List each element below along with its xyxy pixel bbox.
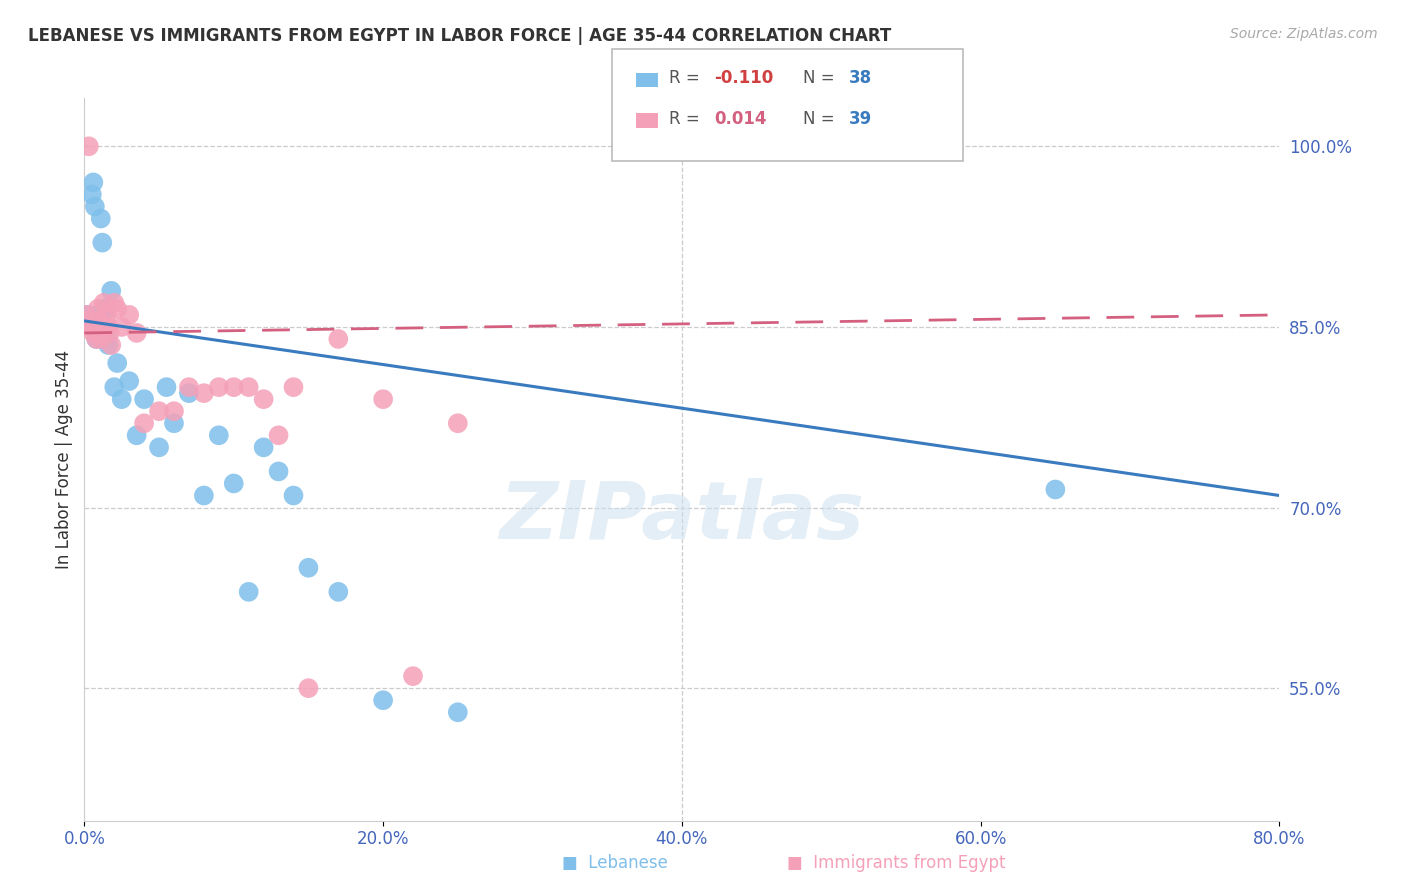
Point	[94, 320, 117, 334]
Point	[163, 404, 186, 418]
Point	[100, 284, 122, 298]
Point	[118, 374, 141, 388]
Point	[77, 139, 100, 153]
Point	[163, 416, 186, 430]
Point	[208, 380, 231, 394]
Point	[193, 489, 215, 503]
Point	[82, 175, 104, 190]
Point	[86, 332, 108, 346]
Text: ■  Immigrants from Egypt: ■ Immigrants from Egypt	[787, 855, 1005, 872]
Point	[297, 681, 319, 696]
Text: 38: 38	[849, 70, 872, 87]
Text: R =: R =	[669, 70, 700, 87]
Text: 0.014: 0.014	[714, 110, 766, 128]
Point	[1045, 483, 1067, 497]
Point	[87, 308, 110, 322]
Point	[97, 320, 120, 334]
Point	[132, 392, 156, 407]
Point	[77, 314, 100, 328]
Point	[373, 392, 395, 407]
Point	[125, 326, 148, 340]
Point	[155, 380, 177, 394]
Point	[118, 308, 141, 322]
Point	[283, 380, 305, 394]
Point	[177, 380, 200, 394]
Point	[222, 380, 245, 394]
Text: ■  Lebanese: ■ Lebanese	[562, 855, 668, 872]
Point	[89, 314, 111, 328]
Point	[93, 296, 115, 310]
Point	[148, 404, 170, 418]
Point	[91, 320, 114, 334]
Point	[94, 301, 117, 316]
Point	[80, 187, 103, 202]
Point	[80, 320, 103, 334]
Point	[105, 301, 128, 316]
Text: LEBANESE VS IMMIGRANTS FROM EGYPT IN LABOR FORCE | AGE 35-44 CORRELATION CHART: LEBANESE VS IMMIGRANTS FROM EGYPT IN LAB…	[28, 27, 891, 45]
Point	[447, 705, 470, 719]
Point	[98, 326, 121, 340]
Point	[253, 392, 276, 407]
Point	[90, 211, 112, 226]
Point	[76, 308, 98, 322]
Text: 39: 39	[849, 110, 873, 128]
Point	[208, 428, 231, 442]
Point	[100, 338, 122, 352]
Y-axis label: In Labor Force | Age 35-44: In Labor Force | Age 35-44	[55, 350, 73, 569]
Point	[447, 416, 470, 430]
Point	[103, 380, 125, 394]
Point	[328, 585, 350, 599]
Text: ZIPatlas: ZIPatlas	[499, 478, 865, 557]
Point	[96, 332, 118, 346]
Point	[111, 392, 134, 407]
Point	[75, 308, 97, 322]
Point	[90, 332, 112, 346]
Text: -0.110: -0.110	[714, 70, 773, 87]
Point	[87, 301, 110, 316]
Text: N =: N =	[803, 110, 834, 128]
Point	[177, 386, 200, 401]
Point	[267, 464, 290, 478]
Point	[193, 386, 215, 401]
Point	[82, 326, 104, 340]
Point	[79, 320, 101, 334]
Point	[111, 320, 134, 334]
Point	[86, 332, 108, 346]
Point	[402, 669, 425, 683]
Point	[91, 235, 114, 250]
Point	[373, 693, 395, 707]
Point	[297, 561, 319, 575]
Point	[222, 476, 245, 491]
Point	[89, 314, 111, 328]
Point	[105, 356, 128, 370]
Point	[328, 332, 350, 346]
Text: N =: N =	[803, 70, 834, 87]
Point	[267, 428, 290, 442]
Point	[238, 585, 260, 599]
Text: Source: ZipAtlas.com: Source: ZipAtlas.com	[1230, 27, 1378, 41]
Point	[96, 308, 118, 322]
Point	[148, 441, 170, 455]
Point	[238, 380, 260, 394]
Point	[93, 320, 115, 334]
Point	[83, 320, 105, 334]
Point	[283, 489, 305, 503]
Text: R =: R =	[669, 110, 700, 128]
Point	[132, 416, 156, 430]
Point	[79, 320, 101, 334]
Point	[83, 200, 105, 214]
Point	[125, 428, 148, 442]
Point	[76, 314, 98, 328]
Point	[253, 441, 276, 455]
Point	[97, 338, 120, 352]
Point	[103, 296, 125, 310]
